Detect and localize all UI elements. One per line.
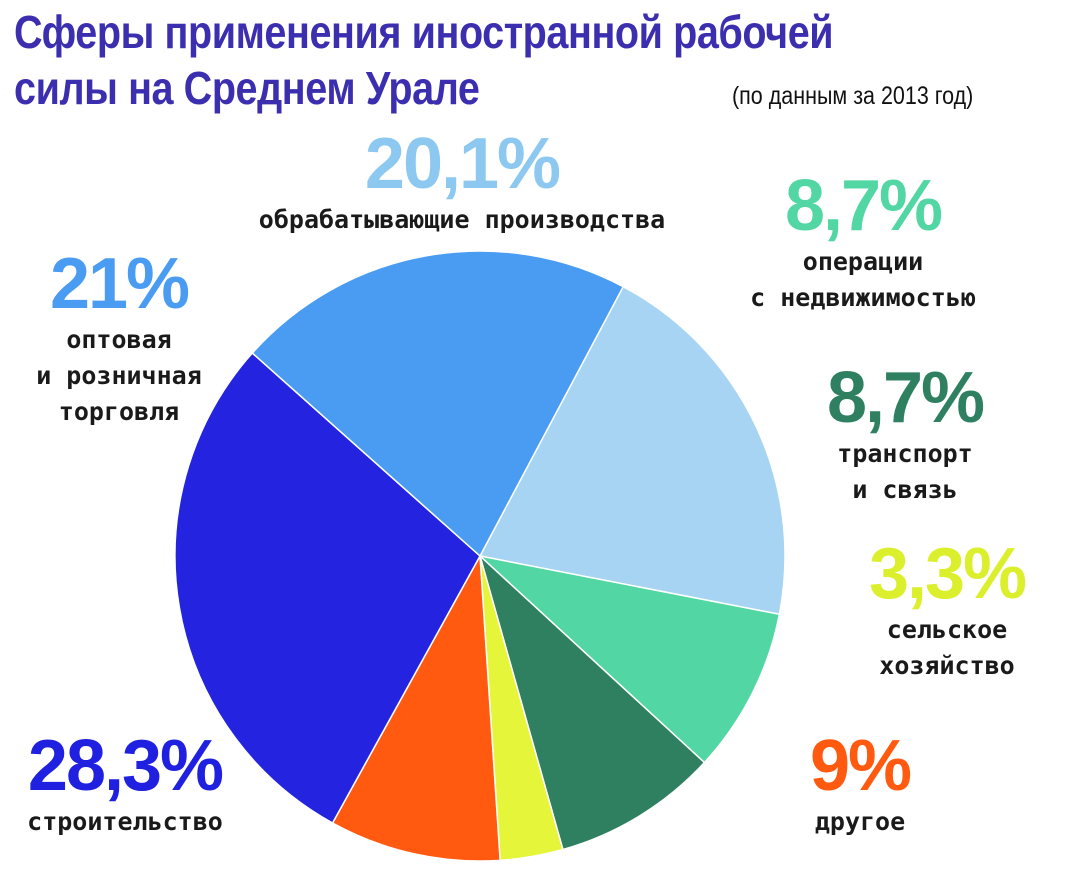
label-transport: 8,7% транспорт и связь [815,360,995,508]
pie-slice-1 [477,554,781,764]
label-trade-pct: 21% [49,244,190,324]
label-other-pct: 9% [809,726,912,806]
label-manufacturing-pct: 20,1% [364,124,561,204]
label-agriculture-pct: 3,3% [868,534,1027,614]
pie-slice-2 [478,553,706,851]
label-other: 9% другое [790,728,930,840]
pie-slice-0 [478,285,786,616]
label-realestate: 8,7% операции с недвижимостью [728,168,998,316]
chart-subtitle: (по данным за 2013 год) [732,82,974,110]
label-construction-name: строительство [27,807,223,836]
pie-slice-6 [251,250,625,558]
label-manufacturing-name: обрабатывающие производства [258,205,666,234]
label-agriculture-name: сельское хозяйство [879,615,1015,680]
chart-title: Сферы применения иностранной рабочей сил… [14,6,834,114]
label-construction: 28,3% строительство [10,728,240,840]
label-construction-pct: 28,3% [27,726,224,806]
pie-slice-5 [174,351,481,825]
label-realestate-name: операции с недвижимостью [750,247,976,312]
label-manufacturing: 20,1% обрабатывающие производства [222,126,702,238]
label-transport-name: транспорт и связь [837,439,973,504]
pie-slice-4 [331,553,501,862]
label-trade-name: оптовая и розничная торговля [36,325,202,426]
label-realestate-pct: 8,7% [784,166,943,246]
label-agriculture: 3,3% сельское хозяйство [862,536,1032,684]
label-transport-pct: 8,7% [826,358,985,438]
label-other-name: другое [814,807,906,836]
label-trade: 21% оптовая и розничная торговля [14,246,224,430]
